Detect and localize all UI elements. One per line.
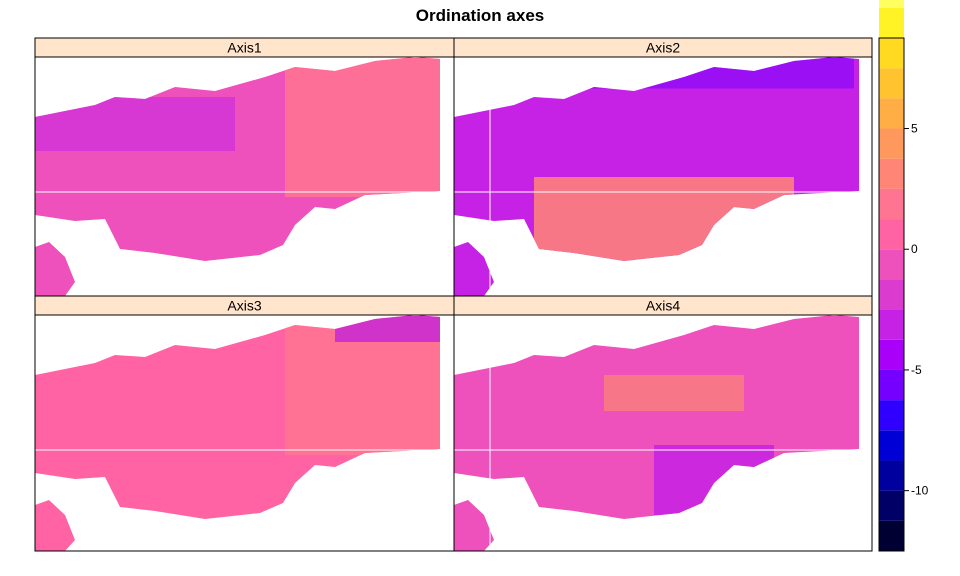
colorbar-bin [879,188,904,220]
colorbar-bin [879,400,904,431]
zone-low [335,315,440,342]
panel-axis1: Axis1 [34,37,455,296]
colorbar-tick-label: -5 [911,363,922,377]
peninsula [454,500,494,551]
colorbar-tick-label: -10 [911,484,929,498]
colorbar-frame [878,37,905,552]
zone-high [654,445,774,515]
zone-low [604,375,744,411]
colorbar-bin [879,7,904,39]
colorbar: 5 0 -5 -10 [878,0,929,552]
colorbar-bin [879,128,904,159]
colorbar-bin [879,460,904,491]
zone-low [514,57,854,89]
panel-axis2: Axis2 [453,37,873,296]
zone-high [534,177,794,261]
raster-axis3 [35,315,440,551]
colorbar-bin [879,98,904,129]
strip-label-axis4: Axis4 [646,298,680,314]
zone-high [285,57,440,197]
zone-low [35,97,235,151]
colorbar-bin [879,520,904,551]
panels-layer: Axis1 Axis2 Axis3 Axis4 [34,37,873,552]
colorbar-bin [879,490,904,521]
colorbar-tick-label: 5 [911,122,918,136]
colorbar-bin [879,158,904,189]
land-fill [454,315,859,519]
colorbar-bin [879,0,904,8]
colorbar-bin [879,68,904,99]
colorbar-bin [879,430,904,461]
strip-label-axis3: Axis3 [227,298,261,314]
peninsula [454,242,494,296]
raster-axis4 [454,315,859,551]
colorbar-bin [879,279,904,310]
raster-axis2 [454,57,859,296]
colorbar-bin [879,38,904,69]
land-fill [454,57,859,261]
colorbar-tick-label: 0 [911,242,918,256]
peninsula [35,242,75,296]
colorbar-bin [879,369,904,401]
chart-title: Ordination axes [415,6,545,25]
strip-label-axis2: Axis2 [646,40,680,56]
raster-axis1 [35,57,440,296]
colorbar-bin [879,219,904,250]
colorbar-bin [879,339,904,370]
peninsula [35,500,75,551]
colorbar-bin [879,309,904,340]
panel-axis3: Axis3 [34,295,455,551]
colorbar-bin [879,249,904,280]
panel-axis4: Axis4 [453,295,873,551]
strip-label-axis1: Axis1 [227,40,261,56]
